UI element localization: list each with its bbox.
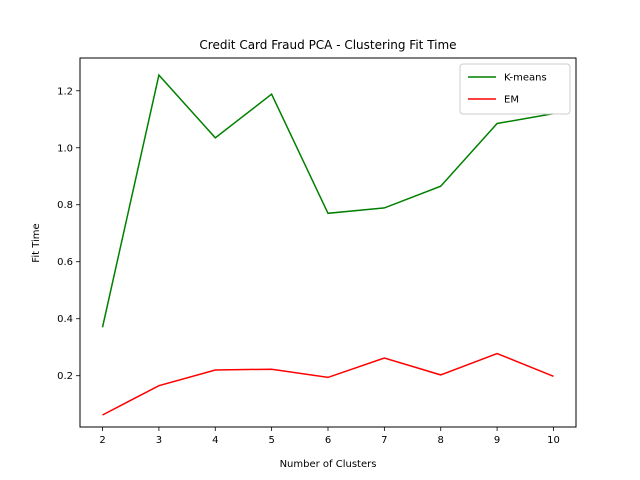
y-axis-ticks: 0.2 0.4 0.6 0.8 1.0 1.2 [57,86,80,382]
x-tick-label: 9 [494,435,500,446]
x-tick-label: 4 [212,435,218,446]
x-tick-label: 5 [268,435,274,446]
series-line-k-means [101,73,554,328]
plot-lines [101,73,554,416]
y-tick-label: 0.6 [57,257,73,268]
x-axis-ticks: 2 3 4 5 6 7 8 9 10 [99,427,560,446]
x-tick-label: 6 [325,435,331,446]
x-tick-label: 7 [381,435,387,446]
legend: K-means EM [459,63,571,115]
chart-title: Credit Card Fraud PCA - Clustering Fit T… [199,38,456,52]
series-line-em [102,352,554,416]
legend-label: K-means [504,73,547,84]
y-tick-label: 1.0 [57,143,73,154]
legend-label: EM [504,95,519,106]
y-tick-label: 0.8 [57,200,73,211]
x-axis-label: Number of Clusters [280,459,377,470]
x-tick-label: 10 [547,435,560,446]
y-tick-label: 0.4 [57,314,73,325]
x-tick-label: 2 [99,435,105,446]
legend-box [459,63,571,115]
y-tick-label: 0.2 [57,371,73,382]
y-axis-label: Fit Time [31,223,42,262]
y-tick-label: 1.2 [57,86,73,97]
x-tick-label: 8 [438,435,444,446]
x-tick-label: 3 [156,435,162,446]
